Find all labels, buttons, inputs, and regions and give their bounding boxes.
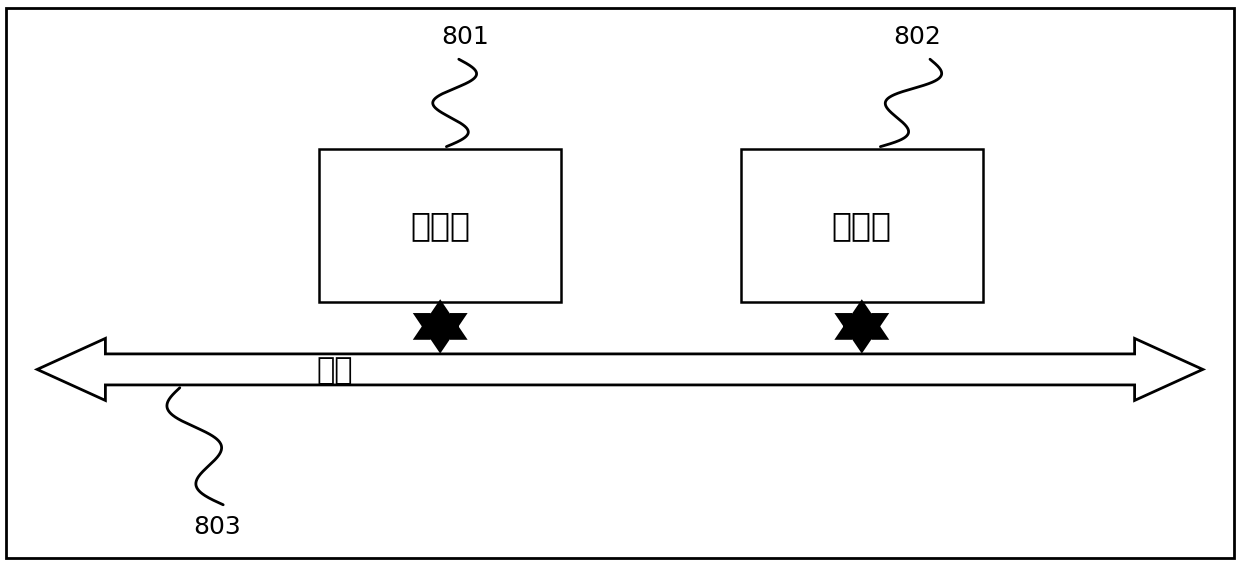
Bar	[740, 149, 982, 302]
Text: 803: 803	[193, 515, 241, 539]
Polygon shape	[837, 302, 887, 351]
Polygon shape	[415, 302, 465, 351]
Text: 总线: 总线	[316, 356, 353, 385]
Text: 存储器: 存储器	[832, 209, 892, 242]
Polygon shape	[37, 338, 1203, 400]
Text: 处理器: 处理器	[410, 209, 470, 242]
Text: 801: 801	[441, 25, 489, 49]
Bar	[319, 149, 560, 302]
Text: 802: 802	[894, 25, 941, 49]
